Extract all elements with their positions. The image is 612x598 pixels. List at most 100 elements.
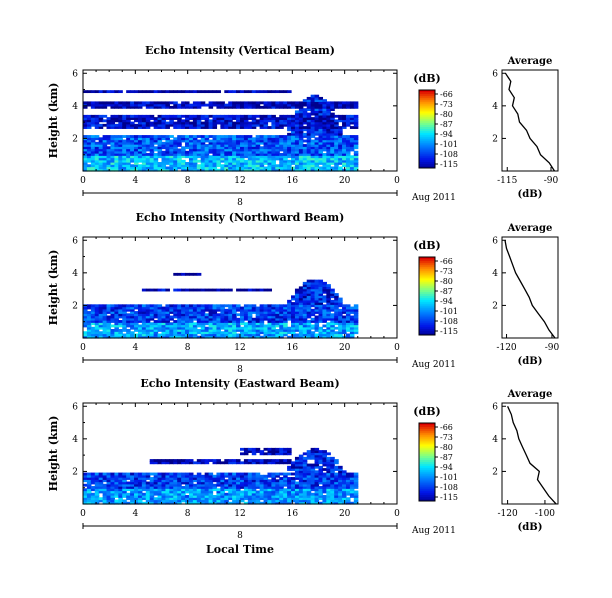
profile-y-tick-label: 4 [492, 102, 498, 112]
y-tick-label: 4 [72, 102, 78, 112]
profile-x-tick-label: -90 [545, 343, 560, 353]
profile-line [504, 240, 556, 339]
chart-panel-1: Echo Intensity (Northward Beam)0 4 8 12 16 20… [47, 211, 559, 375]
chart-panel-0: Echo Intensity (Vertical Beam) 0 4 8 12 16 20 0… [47, 44, 559, 208]
x-tick-label: 0 [80, 509, 86, 519]
x-tick-label: 16 [287, 343, 299, 353]
x-tick-label: 20 [339, 343, 351, 353]
y-axis-label: Height (km) [47, 83, 60, 159]
y-tick-label: 4 [72, 435, 78, 445]
y-tick-label: 6 [72, 69, 78, 79]
x-tick-label: 8 [185, 509, 191, 519]
chart-panel-2: Echo Intensity (Eastward Beam) 0 4 8 12 16 20 0… [47, 377, 559, 556]
chart-title: Echo Intensity (Eastward Beam) [140, 377, 339, 390]
y-tick-label: 2 [72, 301, 78, 311]
colorbar-tick-label: -73 [440, 433, 453, 442]
x-tick-label: 4 [132, 343, 138, 353]
profile-frame [501, 236, 559, 339]
x-tick-label: 8 [185, 176, 191, 186]
profile-title: Average [507, 389, 553, 400]
profile-y-tick-label: 2 [492, 467, 498, 477]
colorbar-tick-label: -101 [440, 473, 458, 482]
profile-y-tick-label: 2 [492, 134, 498, 144]
x-tick-label: 12 [234, 343, 245, 353]
colorbar-tick-label: -80 [440, 443, 453, 452]
profile-y-tick-label: 4 [492, 269, 498, 279]
x-tick-label: 4 [132, 176, 138, 186]
date-label: Aug 2011 [411, 193, 456, 203]
colorbar-tick-label: -73 [440, 100, 453, 109]
colorbar-tick-label: -101 [440, 307, 458, 316]
profile-y-tick-label: 6 [492, 236, 498, 246]
x-tick-label: 16 [287, 176, 299, 186]
date-label: Aug 2011 [411, 360, 456, 370]
heatmap-cells [83, 272, 359, 339]
x-tick-label: 0 [80, 176, 86, 186]
x-tick-label: 20 [339, 509, 351, 519]
y-tick-label: 6 [72, 402, 78, 412]
colorbar-tick-label: -66 [440, 423, 453, 432]
x-tick-label: 4 [132, 509, 138, 519]
profile-title: Average [507, 56, 553, 67]
profile-x-label: (dB) [518, 189, 543, 200]
colorbar-tick-label: -94 [440, 463, 453, 472]
colorbar-tick-label: -73 [440, 267, 453, 276]
colorbar-tick-label: -87 [440, 453, 453, 462]
chart-title: Echo Intensity (Northward Beam) [136, 211, 345, 224]
colorbar-tick-label: -94 [440, 297, 453, 306]
y-axis-label: Height (km) [47, 416, 60, 492]
x-tick-label: 12 [234, 176, 245, 186]
colorbar [419, 423, 435, 502]
colorbar-tick-label: -108 [440, 483, 458, 492]
colorbar-tick-label: -115 [440, 493, 458, 502]
profile-title: Average [507, 223, 553, 234]
y-tick-label: 2 [72, 467, 78, 477]
colorbar [419, 90, 435, 169]
profile-x-label: (dB) [518, 522, 543, 533]
x-tick-label: 12 [234, 509, 245, 519]
profile-y-tick-label: 2 [492, 301, 498, 311]
x-axis-label: Local Time [206, 543, 274, 556]
colorbar-tick-label: -108 [440, 317, 458, 326]
colorbar-tick-label: -115 [440, 160, 458, 169]
date-tick-label: 8 [237, 198, 243, 208]
colorbar-tick-label: -94 [440, 130, 453, 139]
colorbar-tick-label: -66 [440, 257, 453, 266]
profile-line [504, 72, 556, 172]
colorbar-tick-label: -108 [440, 150, 458, 159]
date-tick-label: 8 [237, 531, 243, 541]
colorbar-tick-label: -101 [440, 140, 458, 149]
colorbar-tick-label: -80 [440, 277, 453, 286]
chart-title: Echo Intensity (Vertical Beam) [145, 44, 335, 57]
profile-x-tick-label: -120 [497, 509, 517, 519]
colorbar-frame [418, 422, 436, 502]
date-tick-label: 8 [237, 365, 243, 375]
x-tick-label: 0 [394, 509, 400, 519]
heatmap-cells [83, 447, 359, 505]
profile-y-tick-label: 6 [492, 402, 498, 412]
date-label: Aug 2011 [411, 526, 456, 536]
x-tick-label: 16 [287, 509, 299, 519]
profile-frame [501, 69, 559, 172]
colorbar-tick-label: -80 [440, 110, 453, 119]
profile-x-tick-label: -115 [497, 176, 517, 186]
y-tick-label: 4 [72, 269, 78, 279]
profile-x-tick-label: -100 [535, 509, 555, 519]
x-tick-label: 0 [394, 343, 400, 353]
x-tick-label: 0 [394, 176, 400, 186]
heatmap-cells [83, 90, 359, 172]
colorbar-tick-label: -115 [440, 327, 458, 336]
profile-x-tick-label: -120 [496, 343, 516, 353]
colorbar-unit: (dB) [413, 72, 440, 85]
colorbar-tick-label: -87 [440, 287, 453, 296]
colorbar-frame [418, 89, 436, 169]
profile-frame [501, 402, 559, 505]
profile-y-tick-label: 6 [492, 69, 498, 79]
profile-x-label: (dB) [518, 356, 543, 367]
colorbar-frame [418, 256, 436, 336]
y-axis-label: Height (km) [47, 250, 60, 326]
colorbar-tick-label: -66 [440, 90, 453, 99]
profile-line [507, 406, 557, 505]
x-tick-label: 0 [80, 343, 86, 353]
